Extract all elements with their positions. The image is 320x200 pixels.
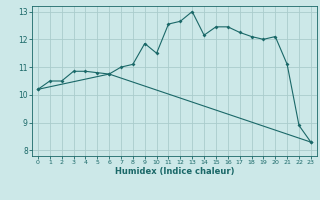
X-axis label: Humidex (Indice chaleur): Humidex (Indice chaleur) — [115, 167, 234, 176]
